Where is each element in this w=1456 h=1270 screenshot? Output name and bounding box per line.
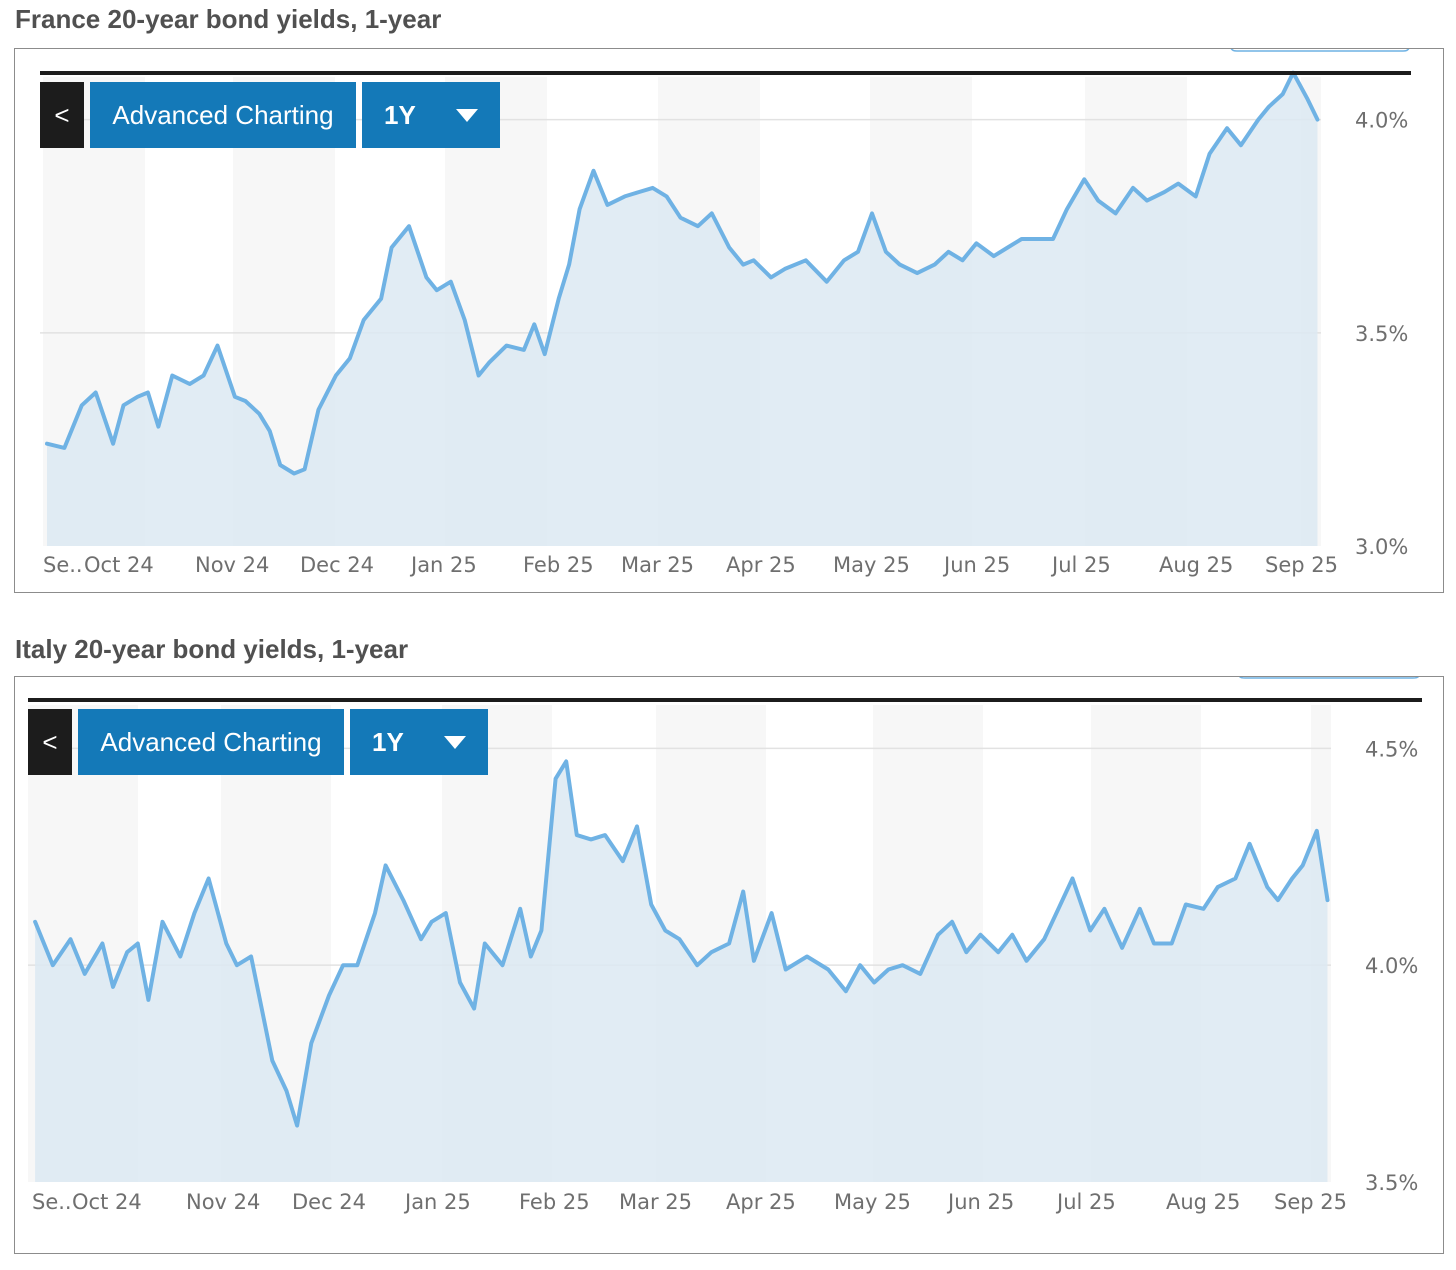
caret-down-icon	[444, 735, 466, 749]
chevron-left-icon: <	[54, 99, 70, 130]
chart-toolbar: < Advanced Charting 1Y	[40, 82, 500, 148]
yield-line[interactable]	[45, 70, 1320, 476]
x-tick-label: Aug 25	[1159, 553, 1233, 577]
y-tick-label: 4.0%	[1355, 109, 1408, 133]
yield-line[interactable]	[33, 759, 1330, 1128]
x-tick-label: Feb 25	[523, 553, 594, 577]
x-tick-label: Jul 25	[1055, 1190, 1116, 1214]
x-tick-label: Dec 24	[300, 553, 374, 577]
y-axis-labels: 3.0% 3.5% 4.0%	[1355, 109, 1408, 559]
x-tick-label: Sep 25	[1274, 1190, 1347, 1214]
back-button[interactable]: <	[40, 82, 84, 148]
y-tick-label: 4.0%	[1365, 954, 1418, 978]
x-tick-label: Jul 25	[1050, 553, 1111, 577]
x-tick-label: May 25	[833, 553, 910, 577]
range-dropdown[interactable]: 1Y	[350, 709, 488, 775]
chart-svg-france[interactable]: 3.0% 3.5% 4.0% Se.. Oct 24 Nov 24 Dec 24 Jan 2…	[15, 49, 1443, 592]
chart-panel-france: 3.0% 3.5% 4.0% Se.. Oct 24 Nov 24 Dec 24 Jan 2…	[14, 48, 1444, 593]
x-tick-label: Nov 24	[186, 1190, 260, 1214]
x-tick-label: Aug 25	[1166, 1190, 1240, 1214]
x-tick-label: Nov 24	[195, 553, 269, 577]
x-tick-label: Se..	[43, 553, 83, 577]
x-tick-label: Jun 25	[942, 553, 1010, 577]
advanced-charting-button[interactable]: Advanced Charting	[78, 709, 344, 775]
yield-area	[47, 72, 1318, 546]
x-tick-label: Mar 25	[621, 553, 694, 577]
x-tick-label: Jun 25	[946, 1190, 1014, 1214]
caret-down-icon	[456, 108, 478, 122]
range-label: 1Y	[384, 99, 416, 130]
chevron-left-icon: <	[42, 726, 58, 757]
chart-title-france: France 20-year bond yields, 1-year	[15, 4, 442, 34]
x-tick-label: Oct 24	[84, 553, 154, 577]
x-tick-label: Oct 24	[72, 1190, 142, 1214]
x-tick-label: Feb 25	[519, 1190, 590, 1214]
hidden-tab-edge	[1230, 49, 1410, 52]
range-label: 1Y	[372, 726, 404, 757]
x-tick-label: Apr 25	[726, 1190, 796, 1214]
x-tick-label: Apr 25	[726, 553, 796, 577]
x-tick-label: Sep 25	[1265, 553, 1338, 577]
x-axis-labels: Se.. Oct 24 Nov 24 Dec 24 Jan 25 Feb 25 Mar 25…	[43, 553, 1338, 577]
x-tick-label: Dec 24	[292, 1190, 366, 1214]
x-tick-label: Mar 25	[619, 1190, 692, 1214]
y-tick-label: 3.5%	[1355, 322, 1408, 346]
advanced-charting-button[interactable]: Advanced Charting	[90, 82, 356, 148]
x-tick-label: Jan 25	[403, 1190, 471, 1214]
x-tick-label: May 25	[834, 1190, 911, 1214]
x-axis-labels: Se.. Oct 24 Nov 24 Dec 24 Jan 25 Feb 25 Mar 25…	[32, 1190, 1347, 1214]
chart-toolbar: < Advanced Charting 1Y	[28, 709, 488, 775]
chart-top-rule	[40, 71, 1411, 75]
chart-svg-italy[interactable]: 3.5% 4.0% 4.5% Se.. Oct 24 Nov 24 Dec 24 Jan 2…	[15, 677, 1443, 1253]
x-tick-label: Jan 25	[409, 553, 477, 577]
back-button[interactable]: <	[28, 709, 72, 775]
hidden-tab-edge	[1238, 677, 1420, 679]
y-tick-label: 3.0%	[1355, 535, 1408, 559]
y-axis-labels: 3.5% 4.0% 4.5%	[1365, 737, 1418, 1195]
yield-area	[35, 761, 1328, 1182]
chart-top-rule	[28, 698, 1422, 702]
range-dropdown[interactable]: 1Y	[362, 82, 500, 148]
chart-panel-italy: 3.5% 4.0% 4.5% Se.. Oct 24 Nov 24 Dec 24 Jan 2…	[14, 676, 1444, 1254]
y-tick-label: 4.5%	[1365, 737, 1418, 761]
x-tick-label: Se..	[32, 1190, 72, 1214]
y-tick-label: 3.5%	[1365, 1171, 1418, 1195]
chart-title-italy: Italy 20-year bond yields, 1-year	[15, 634, 409, 664]
